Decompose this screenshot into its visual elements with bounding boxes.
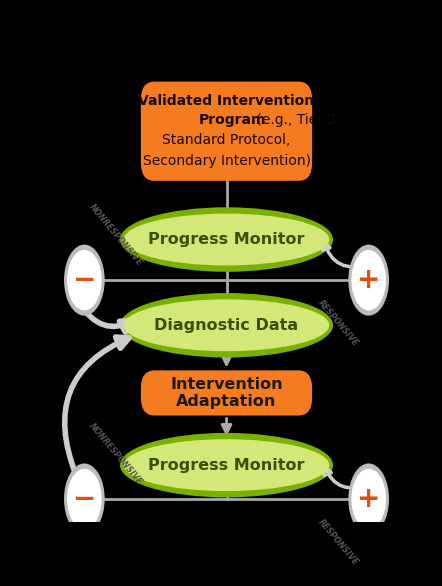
Ellipse shape [120, 293, 333, 357]
Ellipse shape [124, 213, 329, 265]
Ellipse shape [64, 244, 105, 316]
FancyBboxPatch shape [141, 370, 312, 415]
Text: +: + [357, 266, 381, 294]
Text: NONRESPONSIVE: NONRESPONSIVE [87, 421, 144, 486]
Text: NONRESPONSIVE: NONRESPONSIVE [87, 202, 144, 268]
Ellipse shape [120, 433, 333, 498]
Ellipse shape [351, 469, 386, 529]
Ellipse shape [64, 464, 105, 534]
Ellipse shape [124, 299, 329, 351]
Ellipse shape [351, 250, 386, 311]
Ellipse shape [348, 244, 389, 316]
Ellipse shape [67, 469, 102, 529]
Text: (e.g., Tier 2,: (e.g., Tier 2, [252, 113, 341, 127]
Text: Secondary Intervention): Secondary Intervention) [142, 154, 311, 168]
Text: Progress Monitor: Progress Monitor [148, 232, 305, 247]
FancyBboxPatch shape [141, 81, 312, 181]
Text: Diagnostic Data: Diagnostic Data [154, 318, 299, 333]
Text: RESPONSIVE: RESPONSIVE [316, 298, 360, 348]
Ellipse shape [348, 464, 389, 534]
Text: −: − [73, 266, 96, 294]
Text: Intervention
Adaptation: Intervention Adaptation [170, 377, 283, 409]
Text: RESPONSIVE: RESPONSIVE [316, 517, 360, 567]
Ellipse shape [67, 250, 102, 311]
Text: Standard Protocol,: Standard Protocol, [162, 133, 291, 147]
Ellipse shape [124, 439, 329, 491]
Text: Progress Monitor: Progress Monitor [148, 458, 305, 473]
Text: Program: Program [199, 113, 267, 127]
Text: Validated Intervention: Validated Intervention [138, 94, 315, 108]
Text: +: + [357, 485, 381, 513]
Ellipse shape [120, 207, 333, 272]
Text: −: − [73, 485, 96, 513]
